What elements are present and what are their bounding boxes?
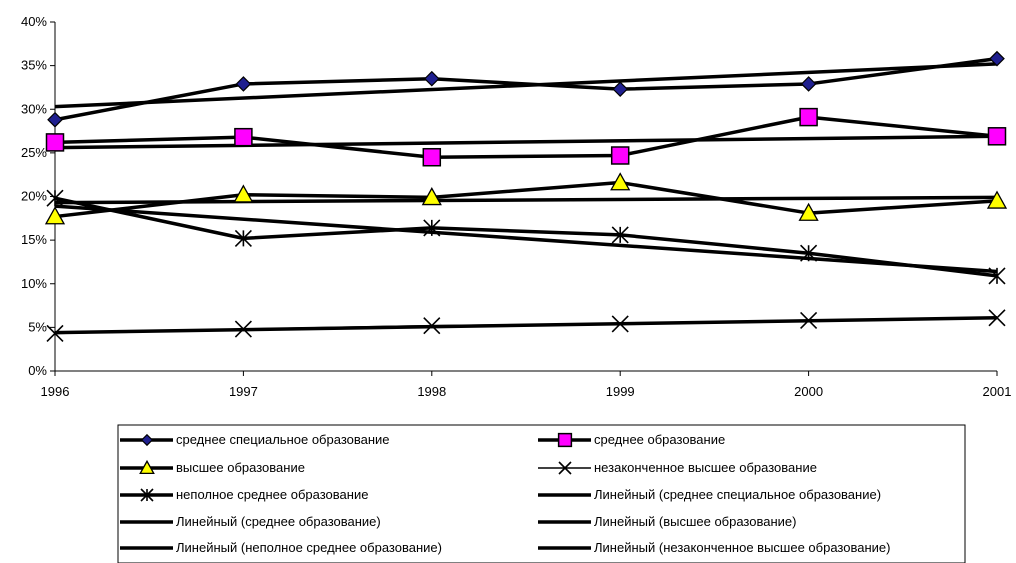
data-point-3-2	[423, 317, 441, 335]
legend-label: Линейный (высшее образование)	[594, 514, 796, 529]
data-point-2-2	[421, 187, 442, 206]
legend-marker	[139, 459, 155, 475]
legend-item-5: Линейный (среднее специальное образовани…	[538, 487, 881, 502]
x-tick-label: 1999	[606, 384, 635, 399]
y-tick-label: 15%	[21, 232, 47, 247]
legend-item-4: неполное среднее образование	[120, 487, 368, 502]
trendline-1	[54, 134, 998, 150]
data-point-0-5	[989, 50, 1005, 67]
data-point-4-4	[800, 244, 818, 262]
y-tick-label: 5%	[28, 319, 47, 334]
x-tick-label: 2001	[983, 384, 1012, 399]
y-tick-label: 10%	[21, 276, 47, 291]
data-point-2-0	[44, 206, 66, 225]
data-point-2-5	[986, 190, 1008, 209]
data-point-4-2	[423, 219, 441, 237]
trendline-2	[54, 195, 998, 205]
legend-item-2: высшее образование	[120, 459, 305, 475]
series-line-4	[54, 196, 998, 278]
legend-item-0: среднее специальное образование	[120, 432, 390, 447]
data-point-2-3	[610, 172, 631, 191]
legend-marker	[140, 488, 154, 502]
data-point-0-3	[612, 81, 629, 98]
legend-label: среднее образование	[594, 432, 725, 447]
data-point-4-5	[988, 267, 1006, 285]
data-point-0-0	[47, 111, 63, 128]
data-point-3-4	[800, 311, 818, 329]
series-markers	[44, 50, 1008, 343]
data-point-4-0	[46, 189, 64, 207]
data-point-1-1	[234, 127, 253, 147]
y-tick-label: 0%	[28, 363, 47, 378]
legend-label: Линейный (незаконченное высшее образован…	[594, 540, 890, 555]
legend-label: среднее специальное образование	[176, 432, 390, 447]
data-point-4-3	[611, 226, 629, 244]
data-point-2-1	[233, 184, 254, 203]
data-point-4-1	[234, 229, 252, 247]
y-tick-label: 25%	[21, 145, 47, 160]
data-point-3-3	[611, 315, 629, 333]
y-tick-label: 40%	[21, 14, 47, 29]
legend-marker	[557, 432, 573, 448]
trendlines	[54, 62, 998, 335]
trendline-3	[54, 204, 998, 274]
x-tick-label: 2000	[794, 384, 823, 399]
legend-item-7: Линейный (высшее образование)	[538, 514, 796, 529]
legend-item-9: Линейный (незаконченное высшее образован…	[538, 540, 890, 555]
legend-label: Линейный (среднее специальное образовани…	[594, 487, 881, 502]
data-point-0-1	[235, 76, 252, 92]
series-line-3	[54, 316, 998, 335]
legend-item-8: Линейный (неполное среднее образование)	[120, 540, 442, 555]
data-point-1-2	[422, 147, 442, 167]
y-tick-label: 35%	[21, 58, 47, 73]
series-lines	[54, 56, 998, 335]
legend-item-1: среднее образование	[538, 432, 725, 448]
data-point-0-4	[800, 76, 817, 92]
legend-label: Линейный (среднее образование)	[176, 514, 381, 529]
x-tick-label: 1998	[417, 384, 446, 399]
data-point-3-0	[46, 324, 64, 343]
series-line-0	[54, 56, 998, 122]
data-point-2-4	[798, 202, 819, 221]
legend-label: Линейный (неполное среднее образование)	[176, 540, 442, 555]
data-point-1-5	[987, 127, 1007, 146]
legend-marker	[140, 433, 154, 447]
data-point-3-1	[234, 320, 252, 338]
legend-label: высшее образование	[176, 460, 305, 475]
data-point-0-2	[423, 70, 440, 87]
y-tick-label: 20%	[21, 189, 47, 204]
axes: 0% 5% 10% 15% 20% 25% 30% 35% 40% 1996 1997 1998 199…	[21, 14, 1011, 399]
data-point-3-5	[988, 309, 1006, 327]
x-tick-label: 1996	[41, 384, 70, 399]
legend-marker	[558, 461, 572, 475]
legend-label: незаконченное высшее образование	[594, 460, 817, 475]
legend: среднее специальное образование среднее о…	[117, 424, 966, 563]
data-point-1-0	[45, 133, 65, 152]
series-line-2	[54, 180, 998, 219]
x-tick-label: 1997	[229, 384, 258, 399]
legend-item-3: незаконченное высшее образование	[538, 460, 817, 475]
y-tick-label: 30%	[21, 101, 47, 116]
legend-label: неполное среднее образование	[176, 487, 368, 502]
data-point-1-4	[799, 107, 818, 127]
series-line-1	[54, 115, 998, 159]
legend-item-6: Линейный (среднее образование)	[120, 514, 381, 529]
data-point-1-3	[610, 146, 630, 165]
